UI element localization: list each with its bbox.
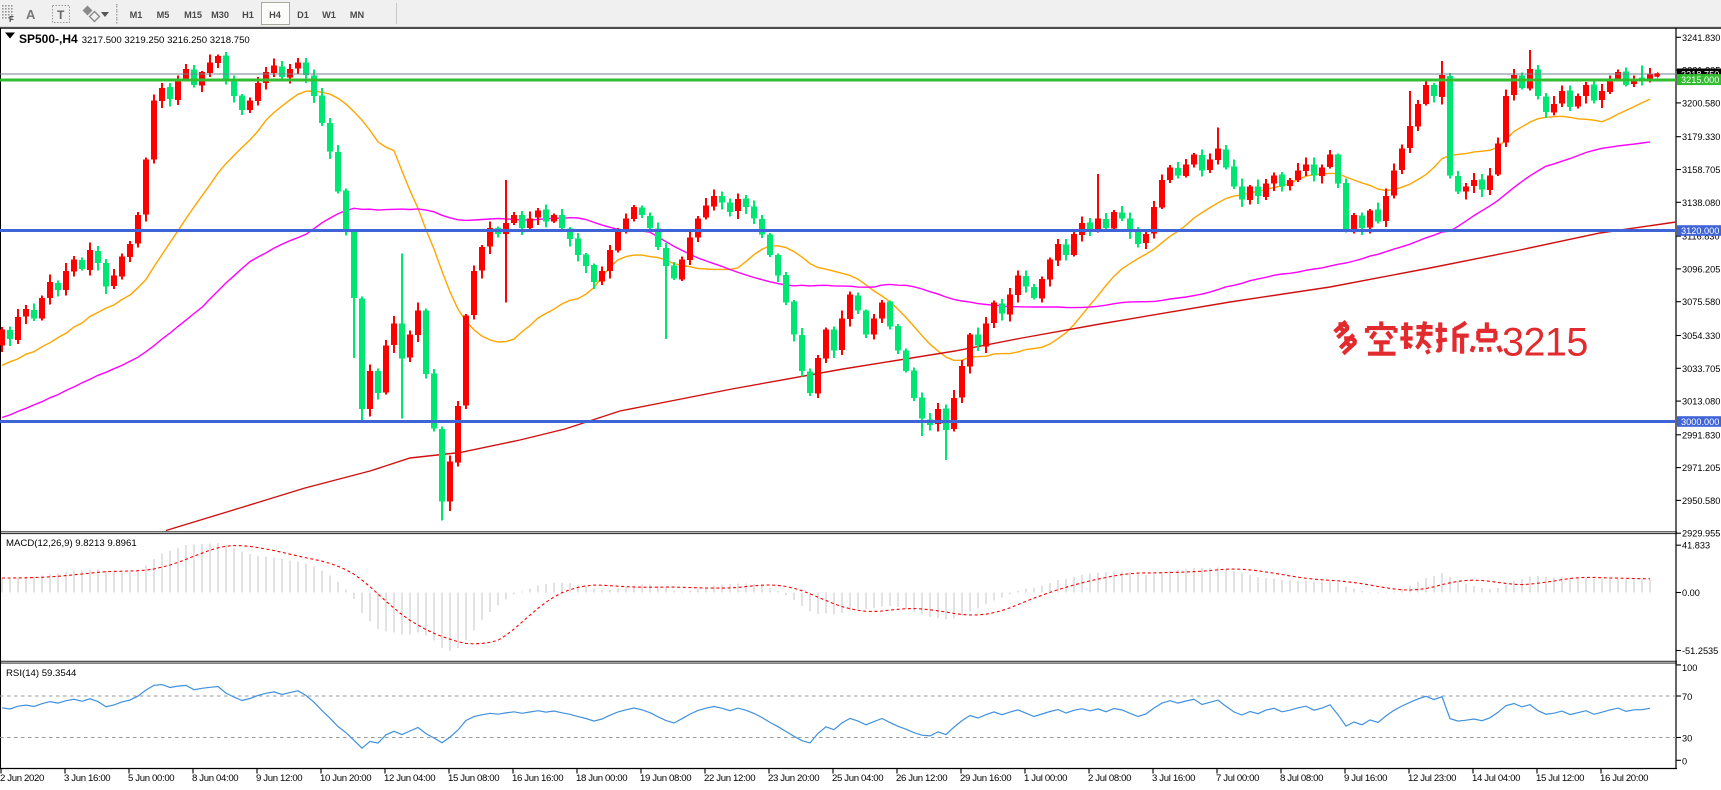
svg-text:18 Jun 00:00: 18 Jun 00:00 <box>576 773 627 784</box>
svg-text:5 Jun 00:00: 5 Jun 00:00 <box>128 773 174 784</box>
svg-text:W1: W1 <box>322 10 336 20</box>
svg-text:19 Jun 08:00: 19 Jun 08:00 <box>640 773 691 784</box>
svg-text:2971.205: 2971.205 <box>1682 463 1720 473</box>
svg-text:41.833: 41.833 <box>1682 541 1710 551</box>
svg-text:0.00: 0.00 <box>1682 588 1700 598</box>
svg-text:3013.080: 3013.080 <box>1682 397 1720 407</box>
svg-text:3200.580: 3200.580 <box>1682 98 1720 108</box>
svg-text:MN: MN <box>350 10 365 20</box>
svg-text:8 Jun 04:00: 8 Jun 04:00 <box>192 773 238 784</box>
svg-text:MACD(12,26,9) 9.8213 9.8961: MACD(12,26,9) 9.8213 9.8961 <box>6 538 137 549</box>
svg-text:RSI(14) 59.3544: RSI(14) 59.3544 <box>6 668 77 679</box>
svg-text:H1: H1 <box>242 10 254 20</box>
svg-text:0: 0 <box>1682 756 1687 766</box>
svg-text:3158.705: 3158.705 <box>1682 165 1720 175</box>
svg-text:25 Jun 04:00: 25 Jun 04:00 <box>832 773 883 784</box>
svg-text:M5: M5 <box>157 10 170 20</box>
svg-text:14 Jul 04:00: 14 Jul 04:00 <box>1472 773 1520 784</box>
svg-text:3000.000: 3000.000 <box>1681 417 1719 427</box>
svg-text:3096.205: 3096.205 <box>1682 264 1720 274</box>
svg-text:1 Jul 00:00: 1 Jul 00:00 <box>1024 773 1067 784</box>
svg-text:29 Jun 16:00: 29 Jun 16:00 <box>960 773 1011 784</box>
svg-text:9 Jul 16:00: 9 Jul 16:00 <box>1344 773 1387 784</box>
svg-text:22 Jun 12:00: 22 Jun 12:00 <box>704 773 755 784</box>
svg-text:T: T <box>57 8 65 22</box>
svg-text:3033.705: 3033.705 <box>1682 364 1720 374</box>
svg-text:26 Jun 12:00: 26 Jun 12:00 <box>896 773 947 784</box>
svg-text:2950.580: 2950.580 <box>1682 496 1720 506</box>
svg-text:2 Jul 08:00: 2 Jul 08:00 <box>1088 773 1131 784</box>
svg-text:100: 100 <box>1682 663 1697 673</box>
svg-text:3138.080: 3138.080 <box>1682 198 1720 208</box>
svg-text:10 Jun 20:00: 10 Jun 20:00 <box>320 773 371 784</box>
svg-text:D1: D1 <box>297 10 309 20</box>
svg-text:16 Jun 16:00: 16 Jun 16:00 <box>512 773 563 784</box>
svg-text:H4: H4 <box>269 10 282 20</box>
svg-text:3120.000: 3120.000 <box>1681 226 1719 236</box>
svg-text:3215.000: 3215.000 <box>1681 75 1719 85</box>
svg-text:M15: M15 <box>184 10 202 20</box>
svg-text:3075.580: 3075.580 <box>1682 297 1720 307</box>
svg-text:3054.330: 3054.330 <box>1682 331 1720 341</box>
svg-text:3 Jul 16:00: 3 Jul 16:00 <box>1152 773 1195 784</box>
svg-text:7 Jul 00:00: 7 Jul 00:00 <box>1216 773 1259 784</box>
svg-text:3241.830: 3241.830 <box>1682 33 1720 43</box>
svg-text:12 Jul 23:00: 12 Jul 23:00 <box>1408 773 1456 784</box>
svg-text:16 Jul 20:00: 16 Jul 20:00 <box>1600 773 1648 784</box>
svg-text:12 Jun 04:00: 12 Jun 04:00 <box>384 773 435 784</box>
svg-text:-51.2535: -51.2535 <box>1682 646 1718 656</box>
svg-text:2991.830: 2991.830 <box>1682 430 1720 440</box>
svg-text:15 Jun 08:00: 15 Jun 08:00 <box>448 773 499 784</box>
svg-text:15 Jul 12:00: 15 Jul 12:00 <box>1536 773 1584 784</box>
svg-text:F: F <box>9 15 14 24</box>
svg-text:2929.955: 2929.955 <box>1682 529 1720 539</box>
svg-text:23 Jun 20:00: 23 Jun 20:00 <box>768 773 819 784</box>
svg-text:2 Jun 2020: 2 Jun 2020 <box>0 773 44 784</box>
svg-text:70: 70 <box>1682 692 1692 702</box>
svg-text:3116.830: 3116.830 <box>1682 232 1720 242</box>
svg-text:3215: 3215 <box>1502 321 1588 365</box>
svg-text:M30: M30 <box>211 10 229 20</box>
svg-text:3 Jun 16:00: 3 Jun 16:00 <box>64 773 110 784</box>
svg-text:9 Jun 12:00: 9 Jun 12:00 <box>256 773 302 784</box>
svg-text:3179.330: 3179.330 <box>1682 132 1720 142</box>
svg-text:30: 30 <box>1682 734 1692 744</box>
svg-text:M1: M1 <box>130 10 143 20</box>
svg-text:8 Jul 08:00: 8 Jul 08:00 <box>1280 773 1323 784</box>
svg-text:A: A <box>26 7 36 22</box>
